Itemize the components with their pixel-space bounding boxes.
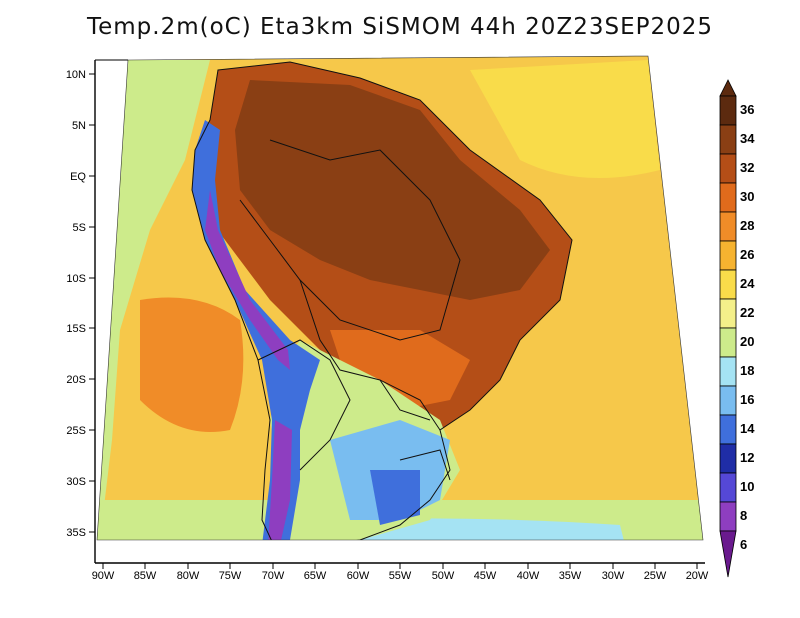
lat-tick-label: 30S (66, 476, 86, 488)
colorbar-bottom-arrow (719, 530, 737, 578)
land-hottest (235, 80, 550, 300)
lon-tick-label: 90W (92, 570, 115, 582)
colorbar-swatch (719, 501, 737, 532)
lon-tick-label: 20W (686, 570, 709, 582)
colorbar-swatch (719, 240, 737, 271)
colorbar: 36 34 32 30 28 26 24 22 20 18 16 14 12 1… (719, 79, 755, 578)
colorbar-swatch (719, 269, 737, 300)
colorbar-label: 16 (740, 392, 754, 407)
colorbar-swatch (719, 211, 737, 242)
colorbar-swatch (719, 182, 737, 213)
colorbar-label: 10 (740, 479, 754, 494)
colorbar-swatch (719, 153, 737, 184)
lon-tick-label: 55W (389, 570, 412, 582)
colorbar-swatch (719, 356, 737, 387)
colorbar-label: 24 (740, 276, 755, 291)
colorbar-label: 20 (740, 334, 754, 349)
lat-tick-label: EQ (70, 171, 86, 183)
lat-tick-label: 20S (66, 374, 86, 386)
lat-axis: 10N 5N EQ 5S 10S 15S 20S 25S 30S 35S (66, 69, 95, 539)
lon-tick-label: 80W (177, 570, 200, 582)
lat-tick-label: 10S (66, 273, 86, 285)
lon-tick-label: 35W (559, 570, 582, 582)
lon-tick-label: 40W (517, 570, 540, 582)
lat-tick-label: 5S (73, 222, 86, 234)
colorbar-label: 14 (740, 421, 755, 436)
colorbar-label: 8 (740, 508, 747, 523)
land-south-cold (370, 470, 420, 525)
colorbar-swatch (719, 472, 737, 503)
lon-tick-label: 30W (602, 570, 625, 582)
pacific-warm-patch (140, 297, 244, 432)
lat-tick-label: 25S (66, 425, 86, 437)
domain-frame (96, 55, 704, 541)
lat-tick-label: 35S (66, 527, 86, 539)
atlantic-warm (470, 60, 660, 178)
colorbar-swatch (719, 124, 737, 155)
lon-tick-label: 25W (644, 570, 667, 582)
colorbar-swatch (719, 298, 737, 329)
colorbar-label: 18 (740, 363, 754, 378)
colorbar-label: 22 (740, 305, 754, 320)
colorbar-swatch (719, 95, 737, 126)
lat-tick-label: 15S (66, 323, 86, 335)
colorbar-label: 26 (740, 247, 754, 262)
colorbar-label: 6 (740, 537, 747, 552)
colorbar-label: 12 (740, 450, 754, 465)
colorbar-swatch (719, 327, 737, 358)
lon-tick-label: 45W (474, 570, 497, 582)
lon-axis: 90W 85W 80W 75W 70W 65W 60W 55W 50W 45W … (92, 563, 709, 582)
colorbar-top-arrow (719, 79, 737, 97)
lat-tick-label: 5N (72, 120, 86, 132)
country-borders (191, 61, 573, 540)
lon-tick-label: 75W (219, 570, 242, 582)
lat-tick-label: 10N (66, 69, 86, 81)
colorbar-swatch (719, 414, 737, 445)
chart-title: Temp.2m(oC) Eta3km SiSMOM 44h 20Z23SEP20… (86, 14, 714, 40)
colorbar-label: 28 (740, 218, 754, 233)
lon-tick-label: 85W (134, 570, 157, 582)
colorbar-label: 32 (740, 160, 754, 175)
lon-tick-label: 60W (347, 570, 370, 582)
andes-coldest (205, 190, 292, 540)
lon-tick-label: 70W (262, 570, 285, 582)
colorbar-swatch (719, 443, 737, 474)
colorbar-label: 36 (740, 102, 754, 117)
pacific-cool-band (97, 60, 210, 540)
colorbar-label: 30 (740, 189, 754, 204)
colorbar-label: 34 (740, 131, 755, 146)
colorbar-swatch (719, 385, 737, 416)
lon-tick-label: 65W (304, 570, 327, 582)
lon-tick-label: 50W (432, 570, 455, 582)
